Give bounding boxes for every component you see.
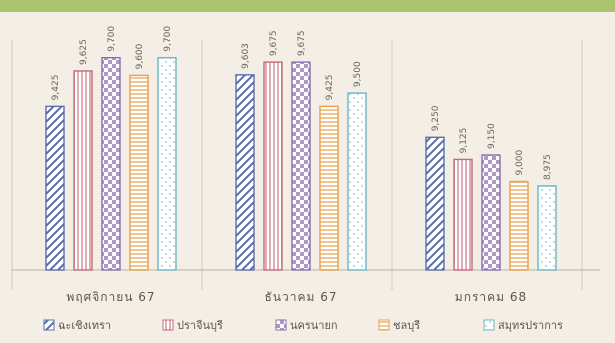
legend-swatch — [162, 319, 174, 331]
bar — [347, 92, 367, 271]
category-labels: พฤศจิกายน 67 ธันวาคม 67 มกราคม 68 — [66, 290, 527, 304]
bar — [101, 56, 121, 271]
bar — [129, 74, 149, 271]
bar — [73, 70, 93, 271]
data-label: 8,975 — [543, 154, 553, 180]
bar — [319, 105, 339, 271]
bar — [509, 180, 529, 271]
data-label: 9,625 — [79, 39, 89, 65]
legend-label: ชลบุรี — [393, 319, 420, 332]
bar — [425, 136, 445, 271]
data-label: 9,425 — [325, 75, 335, 101]
category-label: มกราคม 68 — [455, 290, 527, 304]
legend-label: นครนายก — [290, 319, 338, 332]
data-label: 9,500 — [353, 61, 363, 87]
data-labels: 9,425 9,625 9,700 9,600 9,700 9,603 9,675 9,675… — [51, 26, 553, 180]
data-label: 9,250 — [431, 105, 441, 131]
data-label: 9,603 — [241, 43, 251, 69]
category-label: ธันวาคม 67 — [264, 290, 337, 304]
legend-label: สมุทรปราการ — [498, 319, 563, 332]
bar — [45, 105, 65, 271]
legend-swatch — [43, 319, 55, 331]
legend-label: ฉะเชิงเทรา — [58, 319, 111, 332]
data-label: 9,700 — [163, 26, 173, 52]
legend-swatch — [275, 319, 287, 331]
data-label: 9,150 — [487, 123, 497, 149]
legend: ฉะเชิงเทรา ปราจีนบุรี นครนายก ชลบุรี สมุทรปร… — [43, 319, 563, 332]
bar — [481, 154, 501, 271]
bar — [537, 185, 557, 271]
legend-swatch — [378, 319, 390, 331]
data-label: 9,125 — [459, 128, 469, 154]
bar — [157, 56, 177, 271]
legend-label: ปราจีนบุรี — [177, 319, 223, 332]
legend-swatch — [483, 319, 495, 331]
data-label: 9,675 — [297, 30, 307, 56]
data-label: 9,675 — [269, 30, 279, 56]
bar — [263, 61, 283, 271]
bars — [45, 56, 557, 271]
bar — [235, 74, 255, 271]
data-label: 9,700 — [107, 26, 117, 52]
data-label: 9,600 — [135, 43, 145, 69]
data-label: 9,000 — [515, 149, 525, 175]
category-label: พฤศจิกายน 67 — [66, 290, 155, 304]
header-bar — [0, 0, 615, 12]
data-label: 9,425 — [51, 75, 61, 101]
bar — [291, 61, 311, 271]
bar — [453, 158, 473, 271]
